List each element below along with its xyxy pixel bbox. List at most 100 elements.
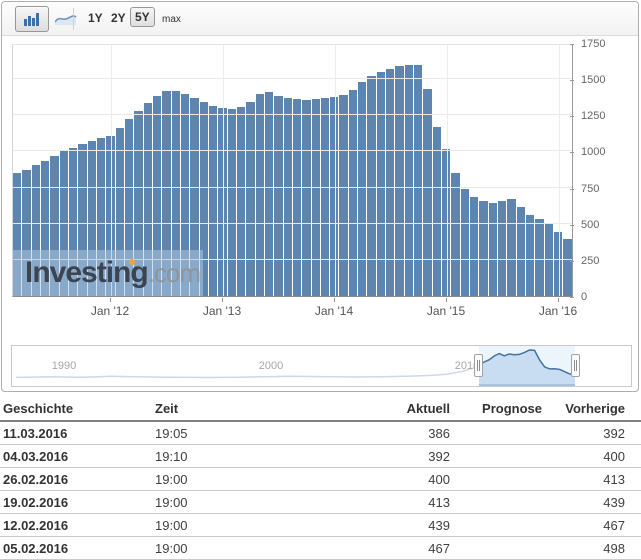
bar[interactable]: [367, 76, 376, 296]
range-button-2y[interactable]: 2Y: [111, 11, 126, 25]
bar[interactable]: [470, 196, 479, 296]
navigator-left-handle[interactable]: [474, 354, 483, 377]
bar[interactable]: [526, 215, 535, 296]
bar[interactable]: [283, 97, 292, 296]
actual-cell: 386: [428, 425, 450, 441]
y-axis-tick: [570, 152, 574, 154]
bar[interactable]: [68, 147, 78, 296]
y-axis-label: 1250: [581, 110, 606, 123]
bar[interactable]: [59, 151, 68, 296]
table-row: 12.02.2016 19:00 439 467: [0, 514, 641, 537]
bar[interactable]: [554, 231, 563, 296]
bar[interactable]: [40, 160, 50, 296]
gridline: [111, 45, 112, 296]
bar[interactable]: [442, 148, 451, 296]
bar[interactable]: [106, 135, 115, 296]
bar[interactable]: [87, 140, 96, 296]
bar[interactable]: [302, 100, 311, 296]
gridline: [335, 45, 336, 296]
bar[interactable]: [134, 110, 143, 296]
range-navigator[interactable]: 1990 2000 2010: [11, 345, 632, 387]
bar-chart-type-button[interactable]: [15, 6, 49, 32]
bar[interactable]: [264, 92, 274, 296]
bar[interactable]: [460, 189, 470, 296]
col-header-geschichte[interactable]: Geschichte: [3, 400, 74, 416]
x-axis-label: Jan '16: [538, 304, 578, 318]
bar[interactable]: [218, 108, 227, 296]
table-row: 19.02.2016 19:00 413 439: [0, 491, 641, 514]
gridline: [13, 114, 572, 116]
gridline: [447, 45, 448, 296]
bar[interactable]: [246, 101, 255, 296]
time-cell: 19:05: [155, 425, 188, 441]
bar[interactable]: [507, 199, 516, 296]
gridline: [13, 258, 572, 260]
bar[interactable]: [143, 103, 152, 296]
bar[interactable]: [22, 169, 31, 296]
bar-series[interactable]: [13, 45, 572, 296]
previous-cell: 467: [603, 517, 625, 533]
navigator-right-handle[interactable]: [571, 354, 580, 377]
bar[interactable]: [479, 201, 488, 296]
bar[interactable]: [78, 144, 87, 296]
bar[interactable]: [563, 238, 572, 296]
bar[interactable]: [498, 200, 507, 296]
date-cell: 19.02.2016: [3, 494, 69, 510]
actual-cell: 467: [428, 540, 450, 556]
bar[interactable]: [339, 94, 348, 296]
gridline: [559, 45, 560, 296]
bar[interactable]: [255, 93, 264, 296]
bar[interactable]: [376, 71, 386, 296]
bar[interactable]: [13, 173, 22, 296]
bar[interactable]: [311, 98, 320, 296]
col-header-zeit[interactable]: Zeit: [155, 400, 179, 416]
col-header-prognose[interactable]: Prognose: [482, 400, 542, 416]
bar[interactable]: [292, 99, 302, 296]
y-axis-label: 1000: [581, 146, 606, 159]
bar[interactable]: [358, 82, 367, 296]
bar[interactable]: [96, 138, 106, 296]
bar[interactable]: [386, 68, 395, 296]
bar[interactable]: [180, 93, 190, 296]
time-cell: 19:00: [155, 471, 188, 487]
bar[interactable]: [50, 155, 59, 296]
x-axis-tick: [446, 298, 447, 302]
bar[interactable]: [199, 102, 208, 296]
bar[interactable]: [227, 109, 236, 296]
range-button-5y[interactable]: 5Y: [130, 7, 155, 27]
bar[interactable]: [190, 97, 199, 296]
bar[interactable]: [404, 65, 414, 296]
range-button-1y[interactable]: 1Y: [88, 11, 103, 25]
col-header-vorherige[interactable]: Vorherige: [565, 400, 625, 416]
bar[interactable]: [152, 95, 162, 296]
bar[interactable]: [208, 105, 218, 296]
bar[interactable]: [124, 118, 134, 296]
bar[interactable]: [432, 126, 442, 296]
bar[interactable]: [488, 203, 498, 296]
bar[interactable]: [535, 219, 544, 296]
bar[interactable]: [544, 223, 554, 296]
table-row: 04.03.2016 19:10 392 400: [0, 445, 641, 468]
bar[interactable]: [171, 90, 180, 296]
col-header-aktuell[interactable]: Aktuell: [406, 400, 450, 416]
y-axis-tick: [570, 188, 574, 190]
bar[interactable]: [395, 66, 404, 296]
bar[interactable]: [115, 127, 124, 296]
table-row: 11.03.2016 19:05 386 392: [0, 422, 641, 445]
bar[interactable]: [423, 89, 432, 296]
plot-area[interactable]: Investing .com: [12, 44, 573, 297]
bar[interactable]: [348, 90, 358, 296]
bar[interactable]: [414, 64, 423, 296]
navigator-selected-line: [478, 349, 576, 376]
bar[interactable]: [274, 95, 283, 296]
bar[interactable]: [162, 91, 171, 296]
bar[interactable]: [320, 97, 330, 296]
bar[interactable]: [516, 207, 526, 296]
range-button-max[interactable]: max: [162, 14, 181, 25]
line-chart-type-button[interactable]: [52, 6, 80, 32]
bar[interactable]: [236, 106, 246, 296]
bar[interactable]: [451, 173, 460, 296]
bar[interactable]: [31, 165, 40, 296]
bar[interactable]: [330, 96, 339, 296]
navigator-history-line: [15, 365, 480, 379]
